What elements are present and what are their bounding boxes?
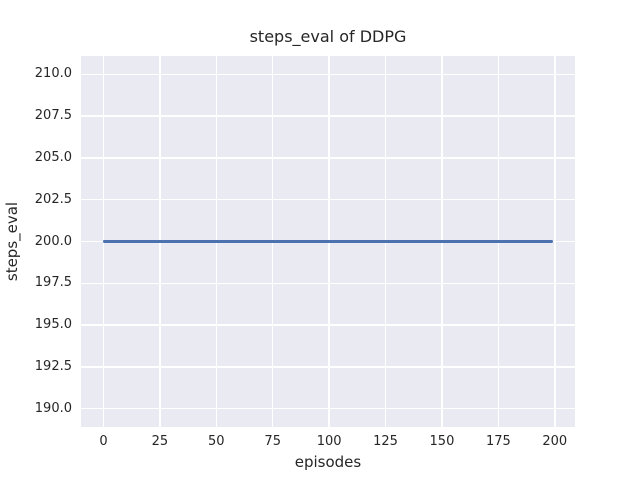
gridline-horizontal	[81, 73, 575, 76]
y-tick-label: 190.0	[34, 400, 72, 416]
x-tick-label: 0	[99, 434, 108, 449]
y-tick-label: 200.0	[34, 233, 72, 249]
y-axis-label: steps_eval	[3, 201, 21, 282]
x-tick-label: 100	[316, 434, 342, 449]
x-tick-label: 75	[264, 434, 281, 449]
y-tick-label: 205.0	[34, 149, 72, 165]
x-tick-label: 150	[429, 434, 455, 449]
y-tick-label: 202.5	[34, 191, 72, 207]
gridline-horizontal	[81, 198, 575, 201]
y-tick-label: 195.0	[34, 317, 72, 333]
x-axis-label: episodes	[294, 453, 362, 471]
x-tick-label: 125	[373, 434, 398, 449]
x-tick-label: 175	[485, 434, 511, 449]
y-tick-label: 210.0	[34, 66, 72, 82]
x-tick-label: 25	[151, 434, 169, 449]
gridline-horizontal	[81, 407, 575, 410]
x-tick-label: 50	[208, 434, 225, 449]
gridline-horizontal	[81, 157, 575, 159]
y-tick-label: 197.5	[34, 275, 72, 291]
gridline-horizontal	[81, 366, 575, 368]
series-line-steps-eval	[103, 240, 553, 243]
gridline-horizontal	[81, 324, 575, 326]
gridline-horizontal	[81, 282, 575, 285]
chart-title: steps_eval of DDPG	[249, 27, 407, 46]
gridline-horizontal	[81, 115, 575, 117]
plot-area	[81, 56, 575, 427]
x-tick-label: 200	[542, 434, 568, 449]
y-tick-label: 192.5	[34, 358, 72, 374]
y-tick-label: 207.5	[34, 108, 72, 124]
